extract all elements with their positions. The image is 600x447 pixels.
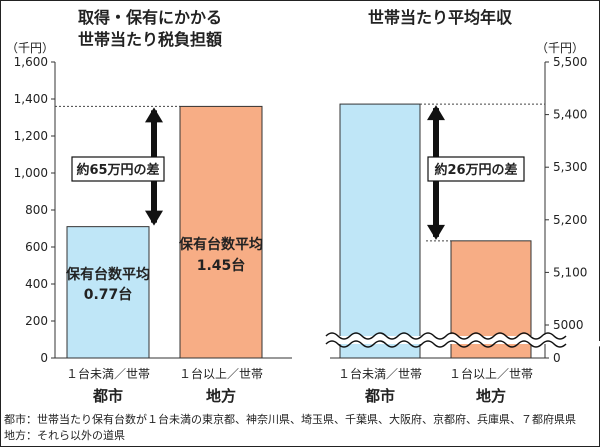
left-title-line: 世帯当たり税負担額: [78, 30, 222, 49]
footnote-rural: 地方：それら以外の道県: [4, 429, 125, 442]
left-bar-1-label-line2: 1.45台: [197, 257, 246, 274]
right-axis-break-line-bottom: [325, 340, 567, 348]
left-bar-1: [179, 105, 263, 359]
left-bar-0: [66, 226, 150, 359]
left-bar-0-label-line2: 0.77台: [84, 286, 133, 303]
left-difference-box: [71, 156, 165, 182]
left-unit-label: （千円）: [6, 41, 54, 55]
left-y-tick-label: 400: [25, 277, 48, 291]
right-x-label: 都市: [364, 387, 395, 405]
right-difference-arrow-head-top: [427, 105, 445, 121]
right-axis-break-band: [326, 336, 560, 344]
left-bar-1-label-line1: 保有台数平均: [178, 236, 263, 253]
right-difference-arrow-head-bottom: [427, 224, 445, 240]
right-y-tick-label: 5,500: [553, 55, 587, 69]
right-unit-label: （千円）: [536, 41, 584, 55]
left-y-tick-label: 600: [25, 240, 48, 254]
right-difference-box: [427, 156, 525, 182]
footnote-urban: 都市：世帯当たり保有台数が１台未満の東京都、神奈川県、埼玉県、千葉県、大阪府、京…: [4, 413, 576, 426]
left-difference-arrow-head-bottom: [145, 210, 163, 226]
left-difference-arrow-head-top: [145, 107, 163, 123]
left-x-sublabel: １台未満／世帯: [66, 366, 150, 381]
right-y-tick-label: 5000: [553, 318, 584, 332]
left-y-tick-label: 1,400: [14, 92, 48, 106]
left-difference-label: 約65万円の差: [76, 162, 159, 178]
right-difference-label: 約26万円の差: [434, 162, 517, 178]
right-x-sublabel: １台未満／世帯: [338, 366, 422, 381]
left-y-tick-label: 0: [40, 351, 48, 365]
right-y-tick-label: 5,200: [553, 213, 587, 227]
left-x-label: 都市: [92, 387, 123, 405]
left-bar-0-label-line1: 保有台数平均: [65, 266, 150, 283]
left-y-tick-label: 200: [25, 314, 48, 328]
right-bar-0: [339, 103, 421, 359]
right-y-tick-label: 5,300: [553, 160, 587, 174]
right-y-tick-label: 0: [553, 351, 561, 365]
left-title-line: 取得・保有にかかる: [78, 8, 222, 27]
left-y-tick-label: 1,600: [14, 55, 48, 69]
right-y-tick-label: 5,400: [553, 108, 587, 122]
left-y-tick-label: 1,200: [14, 129, 48, 143]
left-x-label: 地方: [206, 387, 236, 405]
left-y-tick-label: 800: [25, 203, 48, 217]
left-y-tick-label: 1,000: [14, 166, 48, 180]
right-x-label: 地方: [476, 387, 506, 405]
right-x-sublabel: １台以上／世帯: [449, 366, 533, 381]
right-axis-break-line-top: [325, 332, 567, 340]
right-axis-break-fill: [326, 334, 600, 347]
right-y-tick-label: 5,100: [553, 265, 587, 279]
left-x-sublabel: １台以上／世帯: [179, 366, 263, 381]
right-title-line: 世帯当たり平均年収: [368, 8, 513, 27]
